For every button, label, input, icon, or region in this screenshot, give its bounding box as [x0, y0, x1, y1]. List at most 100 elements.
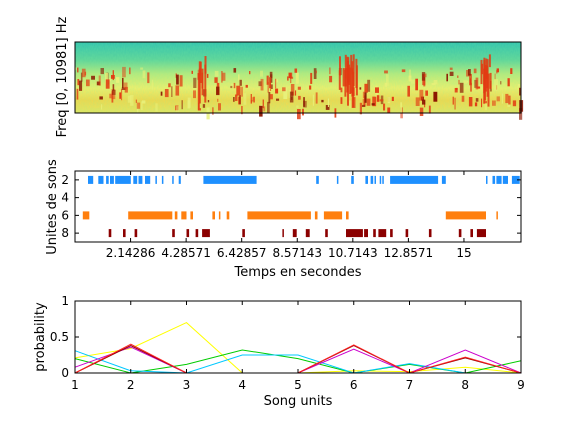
- spectrogram-hotspot: [240, 86, 243, 97]
- units-xtick-label: 6.42857: [217, 246, 267, 260]
- spectrogram-hotspot: [351, 61, 354, 75]
- spectrogram-hotspot: [295, 90, 297, 96]
- spectrogram-hotspot: [384, 70, 388, 74]
- spectrogram-hotspot: [267, 101, 270, 114]
- unit-8-segment: [470, 229, 473, 238]
- spectrogram-hotspot: [362, 104, 366, 107]
- unit-6-segment: [218, 211, 221, 220]
- unit-2-segment: [172, 175, 174, 184]
- unit-2-segment: [316, 175, 319, 184]
- spectrogram-hotspot: [371, 103, 375, 106]
- spectrogram-hotspot: [119, 92, 122, 99]
- unit-8-segment: [373, 229, 376, 238]
- spectrogram-hotspot: [310, 72, 313, 84]
- spectrogram-hotspot: [409, 69, 411, 78]
- spectrogram-hotspot: [410, 79, 415, 84]
- spectrogram-hotspot: [135, 99, 137, 103]
- spectrogram-hotspot: [121, 89, 123, 101]
- spectrogram-hotspot: [496, 70, 498, 74]
- spectrogram-hotspot: [296, 105, 299, 108]
- spectrogram-hotspot: [419, 89, 424, 101]
- probability-xtick-label: 7: [406, 378, 414, 392]
- units-xtick-label: 15: [456, 246, 471, 260]
- spectrogram-hotspot: [193, 77, 197, 88]
- spectrogram-hotspot: [494, 79, 498, 91]
- spectrogram-hotspot: [141, 100, 146, 104]
- probability-ytick-label: 0: [61, 366, 69, 380]
- spectrogram-hotspot: [387, 107, 391, 114]
- spectrogram-hotspot: [239, 79, 242, 86]
- units-ytick-label: 4: [61, 191, 69, 205]
- spectrogram-hotspot: [466, 70, 470, 77]
- probability-xtick-label: 2: [127, 378, 135, 392]
- spectrogram-hotspot: [302, 108, 304, 116]
- unit-6-segment: [181, 211, 187, 220]
- spectrogram-hotspot: [475, 98, 479, 102]
- spectrogram-hotspot: [408, 75, 412, 82]
- spectrogram-hotspot: [105, 79, 110, 89]
- spectrogram-hotspot: [507, 78, 510, 87]
- spectrogram-hotspot: [325, 105, 330, 110]
- unit-2-segment: [98, 175, 104, 184]
- spectrogram-hotspot: [222, 72, 226, 81]
- spectrogram-hotspot: [510, 68, 513, 74]
- spectrogram-hotspot: [431, 83, 436, 86]
- unit-6-segment: [190, 211, 193, 220]
- probability-xtick-label: 9: [517, 378, 525, 392]
- spectrogram-hotspot: [428, 105, 431, 114]
- spectrogram-hotspot: [391, 96, 394, 101]
- spectrogram-hotspot: [80, 72, 83, 82]
- spectrogram-hotspot: [96, 81, 101, 86]
- spectrogram-hotspot: [492, 100, 496, 106]
- spectrogram-hotspot: [379, 99, 384, 102]
- spectrogram-hotspot: [415, 97, 420, 106]
- unit-8-segment: [364, 229, 368, 238]
- spectrogram-hotspot: [466, 80, 469, 83]
- spectrogram-hotspot: [111, 75, 115, 79]
- spectrogram-hotspot: [290, 78, 292, 84]
- probability-xtick-label: 6: [350, 378, 358, 392]
- spectrogram-hotspot: [187, 97, 191, 108]
- spectrogram-hotspot: [191, 70, 193, 74]
- spectrogram-hotspot: [147, 72, 150, 84]
- spectrogram-hotspot: [359, 87, 362, 90]
- spectrogram-hotspot: [123, 82, 128, 90]
- unit-2-segment: [88, 175, 94, 184]
- spectrogram-hotspot: [367, 79, 371, 92]
- spectrogram-hotspot: [179, 75, 183, 87]
- probability-xtick-label: 5: [294, 378, 302, 392]
- spectrogram-hotspot: [486, 59, 489, 97]
- unit-8-segment: [305, 229, 310, 238]
- spectrogram-hotspot: [291, 96, 293, 100]
- unit-6-segment: [82, 211, 90, 220]
- spectrogram-hotspot: [233, 68, 237, 73]
- spectrogram-hotspot: [463, 80, 467, 84]
- spectrogram-hotspot: [258, 81, 262, 87]
- probability-ylabel: probability: [33, 302, 48, 372]
- spectrogram-hotspot: [407, 85, 410, 97]
- unit-6-segment: [314, 211, 318, 220]
- spectrogram-hotspot: [474, 102, 478, 107]
- spectrogram-panel: Freq [0, 10981] Hz: [55, 16, 524, 137]
- spectrogram-hotspot: [283, 87, 288, 99]
- spectrogram-hotspot: [243, 93, 247, 105]
- spectrogram-hotspot: [275, 78, 277, 89]
- spectrogram-hotspot: [216, 86, 220, 96]
- spectrogram-hotspot: [484, 101, 487, 104]
- probability-ytick-label: 0.5: [50, 330, 69, 344]
- spectrogram-hotspot: [204, 56, 207, 74]
- spectrogram-hotspot: [501, 93, 503, 104]
- spectrogram-hotspot: [458, 79, 460, 85]
- probability-panel: 1 2 3 4 5 6 7 8 9 0 0.5 1 probability Song units: [33, 294, 525, 409]
- spectrogram-hotspot: [383, 103, 386, 111]
- spectrogram-hotspot: [449, 71, 454, 76]
- spectrogram-hotspot: [496, 68, 499, 73]
- unit-8-segment: [134, 229, 138, 238]
- spectrogram-hotspot: [362, 91, 365, 99]
- unit-2-segment: [115, 175, 131, 184]
- spectrogram-hotspot: [517, 84, 521, 87]
- unit-6-segment: [247, 211, 311, 220]
- spectrogram-hotspot: [105, 72, 108, 85]
- unit-2-segment: [441, 175, 446, 184]
- spectrogram-hotspot: [260, 78, 264, 91]
